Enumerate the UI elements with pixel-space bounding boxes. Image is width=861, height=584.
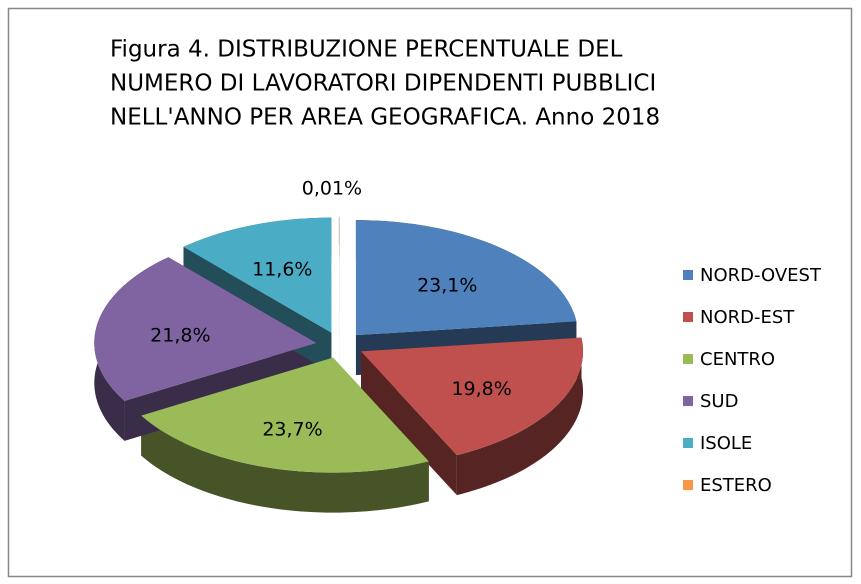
legend-swatch xyxy=(683,396,693,406)
chart-title: Figura 4. DISTRIBUZIONE PERCENTUALE DEL xyxy=(110,37,623,63)
legend-swatch xyxy=(683,354,693,364)
legend-swatch xyxy=(683,270,693,280)
slice xyxy=(355,220,577,336)
data-label: 11,6% xyxy=(252,259,312,281)
legend-label: NORD-OVEST xyxy=(700,265,822,286)
slice xyxy=(183,217,332,333)
data-label: 23,7% xyxy=(262,418,322,440)
slice xyxy=(361,337,584,456)
legend-label: ESTERO xyxy=(700,475,772,496)
slice-side xyxy=(141,415,429,513)
data-label: 23,1% xyxy=(417,274,477,296)
slice xyxy=(141,357,429,473)
legend-label: NORD-EST xyxy=(700,307,795,328)
slice-side xyxy=(456,337,584,496)
chart-title: NUMERO DI LAVORATORI DIPENDENTI PUBBLICI xyxy=(110,71,656,97)
data-label: 19,8% xyxy=(451,378,511,400)
data-label: 21,8% xyxy=(150,324,210,346)
legend-swatch xyxy=(683,480,693,490)
legend-label: ISOLE xyxy=(700,433,752,454)
slice xyxy=(94,257,317,401)
legend-swatch xyxy=(683,438,693,448)
legend-label: SUD xyxy=(700,391,738,412)
chart-title: NELL'ANNO PER AREA GEOGRAFICA. Anno 2018 xyxy=(110,105,660,131)
data-label: 0,01% xyxy=(302,178,362,200)
slice-wall xyxy=(361,351,457,496)
legend-swatch xyxy=(683,312,693,322)
legend-label: CENTRO xyxy=(700,349,775,370)
